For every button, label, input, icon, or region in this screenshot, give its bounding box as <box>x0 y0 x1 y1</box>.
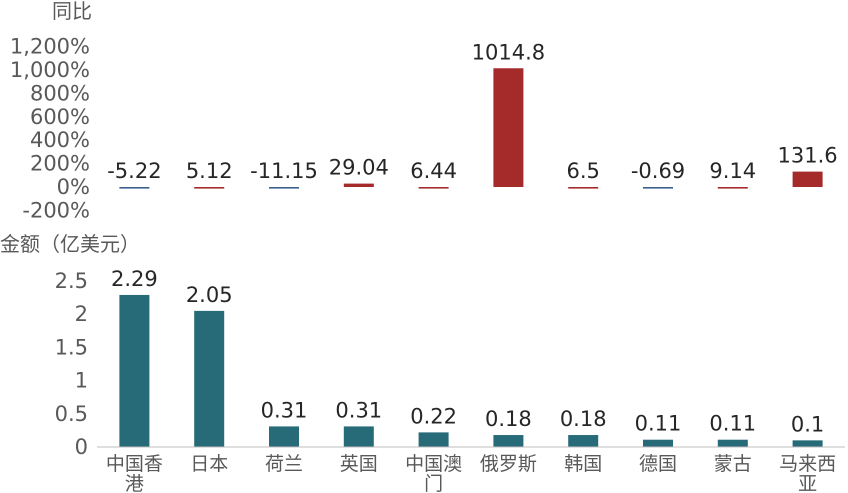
yoy-data-label: -11.15 <box>250 159 318 183</box>
yoy-bar <box>493 68 524 187</box>
yoy-tick-label: -200% <box>22 198 90 222</box>
yoy-tick-label: 1,200% <box>10 35 90 59</box>
yoy-bar <box>343 183 374 187</box>
amount-tick-label: 2.5 <box>55 269 88 293</box>
amount-bar <box>418 432 449 447</box>
amount-bar <box>792 440 823 447</box>
amount-data-label: 0.22 <box>410 404 457 428</box>
amount-bar <box>194 310 225 447</box>
amount-bar <box>493 435 524 447</box>
amount-bar <box>643 439 673 447</box>
yoy-bar <box>194 187 225 189</box>
amount-data-label: 0.31 <box>261 398 308 422</box>
amount-bar <box>717 439 748 447</box>
amount-tick-label: 0.5 <box>55 402 88 426</box>
amount-tick-label: 1 <box>75 369 88 393</box>
yoy-data-label: 6.5 <box>566 159 599 183</box>
amount-bar <box>269 426 299 447</box>
yoy-tick-label: 1,000% <box>10 58 90 82</box>
yoy-bar <box>418 187 449 189</box>
amount-data-label: 2.29 <box>111 267 158 291</box>
category-label: 蒙古 <box>714 453 752 475</box>
amount-data-label: 0.31 <box>335 398 382 422</box>
category-label: 俄罗斯 <box>480 453 537 475</box>
amount-data-label: 0.18 <box>560 407 607 431</box>
yoy-axis-title: 同比 <box>52 0 92 23</box>
yoy-bar <box>269 187 299 189</box>
category-label: 中国香港 <box>106 453 163 493</box>
yoy-tick-label: 600% <box>30 105 90 129</box>
amount-data-label: 0.11 <box>709 412 756 436</box>
yoy-data-label: 6.44 <box>410 159 457 183</box>
yoy-data-label: 131.6 <box>778 144 838 168</box>
category-label: 德国 <box>639 453 677 475</box>
category-label: 中国澳门 <box>405 453 462 493</box>
amount-data-label: 0.18 <box>485 407 532 431</box>
yoy-chart: 同比 1,200%1,000%800%600%400%200%0%-200% -… <box>10 0 838 222</box>
yoy-bars <box>119 68 823 189</box>
amount-tick-label: 2 <box>75 302 88 326</box>
amount-axis-title: 金额（亿美元） <box>0 232 140 256</box>
yoy-data-label: 29.04 <box>329 156 389 180</box>
yoy-bar <box>119 187 150 189</box>
yoy-tick-label: 0% <box>57 175 90 199</box>
amount-tick-labels: 2.5 2 1.5 1 0.5 0 <box>55 269 88 459</box>
amount-chart: 金额（亿美元） 2.5 2 1.5 1 0.5 0 2.29 2.05 0.31 0.31 0.2… <box>0 232 845 493</box>
yoy-tick-label: 200% <box>30 152 90 176</box>
amount-tick-label: 1.5 <box>55 335 88 359</box>
yoy-data-label: -0.69 <box>631 159 685 183</box>
yoy-data-label: 1014.8 <box>472 40 545 64</box>
category-label: 荷兰 <box>265 453 303 475</box>
yoy-data-label: -5.22 <box>107 159 161 183</box>
amount-tick-label: 0 <box>75 435 88 459</box>
amount-bar <box>119 294 150 447</box>
amount-bar <box>568 435 599 447</box>
amount-data-label: 0.11 <box>635 412 682 436</box>
amount-bar <box>343 426 374 447</box>
yoy-tick-label: 800% <box>30 81 90 105</box>
yoy-bar <box>568 187 599 189</box>
yoy-tick-labels: 1,200%1,000%800%600%400%200%0%-200% <box>10 35 90 223</box>
yoy-bar <box>643 187 673 189</box>
yoy-data-label: 9.14 <box>709 159 756 183</box>
yoy-data-label: 5.12 <box>186 159 233 183</box>
category-label: 日本 <box>190 453 228 475</box>
amount-data-label: 2.05 <box>186 283 233 307</box>
category-label: 英国 <box>340 453 378 475</box>
amount-bars <box>119 294 823 447</box>
amount-data-label: 0.1 <box>791 412 824 436</box>
yoy-tick-label: 400% <box>30 128 90 152</box>
yoy-bar <box>717 187 748 189</box>
category-label: 韩国 <box>564 453 602 475</box>
yoy-data-labels: -5.22 5.12 -11.15 29.04 6.44 1014.8 6.5 -0.69 9.… <box>107 40 837 183</box>
amount-data-labels: 2.29 2.05 0.31 0.31 0.22 0.18 0.18 0.11 0.11 0.1 <box>111 267 824 436</box>
category-label: 马来西亚 <box>779 453 836 493</box>
yoy-bar <box>792 171 823 187</box>
